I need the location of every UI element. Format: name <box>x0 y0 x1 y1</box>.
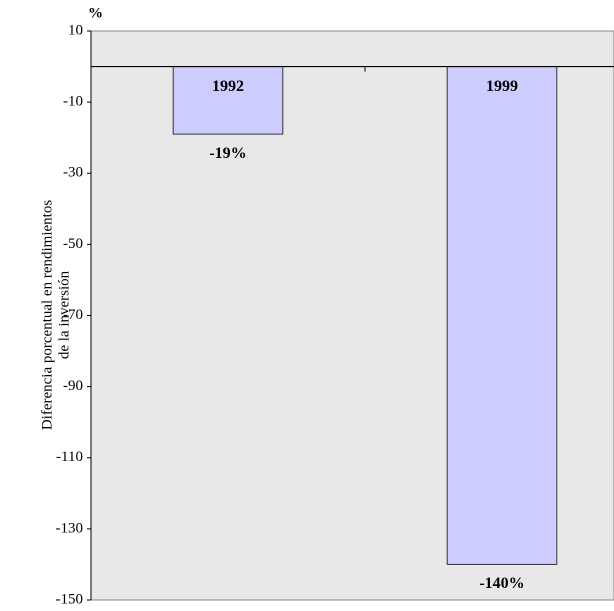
y-tick-label: -90 <box>63 378 83 394</box>
category-label: 1992 <box>212 78 244 95</box>
y-tick-label: -50 <box>63 236 83 252</box>
y-tick-label: -110 <box>56 449 83 465</box>
y-tick-label: -10 <box>63 94 83 110</box>
bar <box>446 66 558 565</box>
y-tick-label: -130 <box>56 520 84 536</box>
y-unit: % <box>88 5 103 21</box>
value-label: -140% <box>479 575 524 592</box>
category-label: 1999 <box>486 78 518 95</box>
y-tick-label: 10 <box>68 22 83 38</box>
y-tick-label: -30 <box>63 165 83 181</box>
y-tick-label: -70 <box>63 307 83 323</box>
bar <box>172 66 284 135</box>
value-label: -19% <box>209 145 246 162</box>
y-axis-label: de la inversión <box>56 270 72 359</box>
y-axis-label: Diferencia porcentual en rendimientos <box>39 200 55 430</box>
y-tick-label: -150 <box>56 591 84 607</box>
